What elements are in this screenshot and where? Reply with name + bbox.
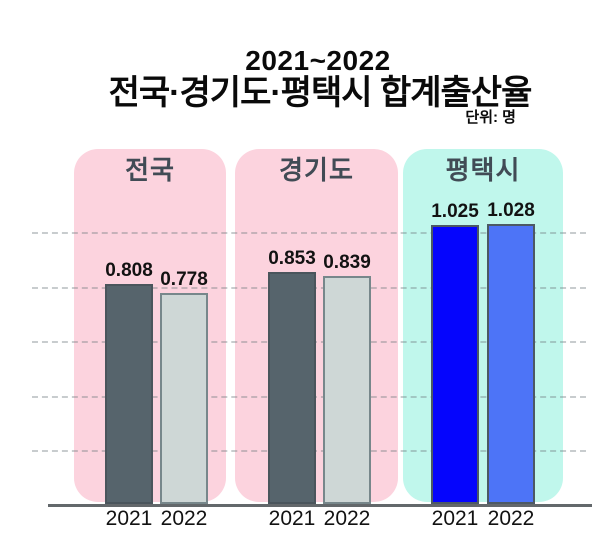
bar-national-2022-value: 0.778 (160, 269, 208, 290)
x-axis-line (48, 504, 592, 507)
bar-gyeonggi-2022 (323, 276, 371, 504)
bar-national-2021-value: 0.808 (105, 260, 153, 281)
bar-pyeongtaek-2021 (431, 225, 479, 504)
unit-label: 단위: 명 (465, 109, 516, 126)
panel-pyeongtaek (403, 149, 563, 502)
panel-national-header: 전국 (125, 155, 175, 185)
x-tick-label: 2022 (323, 507, 371, 530)
panel-gyeonggi-header: 경기도 (279, 155, 354, 185)
bar-gyeonggi-2021-value: 0.853 (268, 248, 316, 269)
x-tick-label: 2021 (105, 507, 153, 530)
chart-title-main: 전국·경기도·평택시 합계출산율 (108, 74, 533, 112)
bar-gyeonggi-2022-value: 0.839 (323, 252, 371, 273)
x-tick-label: 2022 (160, 507, 208, 530)
bar-gyeonggi-2021 (268, 272, 316, 504)
chart-title-year-range: 2021~2022 (245, 45, 391, 76)
bar-pyeongtaek-2022-value: 1.028 (487, 200, 535, 221)
bar-pyeongtaek-2021-value: 1.025 (431, 201, 479, 222)
gridline (32, 232, 586, 234)
bar-pyeongtaek-2022 (487, 224, 535, 504)
x-tick-label: 2021 (431, 507, 479, 530)
x-tick-label: 2022 (487, 507, 535, 530)
x-tick-label: 2021 (268, 507, 316, 530)
panel-pyeongtaek-header: 평택시 (445, 155, 521, 185)
bar-national-2021 (105, 284, 153, 504)
bar-national-2022 (160, 293, 208, 504)
